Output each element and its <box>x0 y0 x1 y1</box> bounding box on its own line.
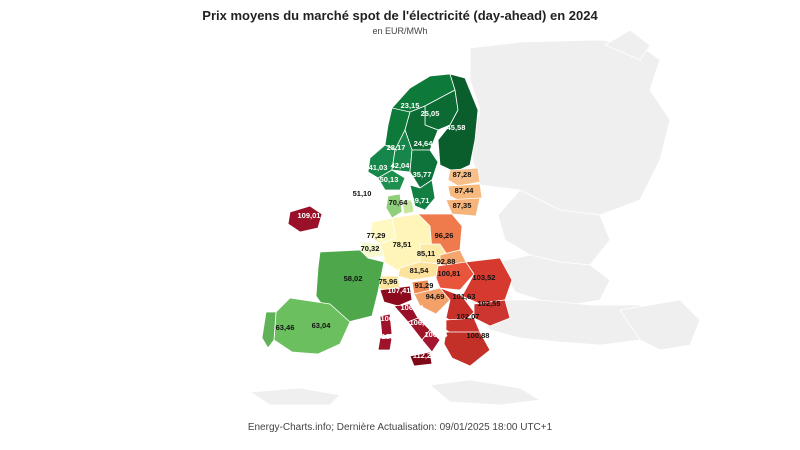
price-label-fr: 58,02 <box>344 274 363 283</box>
region-dk1 <box>385 193 403 219</box>
denmark <box>385 193 415 219</box>
price-label-no1: 42,04 <box>391 161 411 170</box>
price-label-no4: 28,17 <box>387 143 406 152</box>
price-label-pt: 63,46 <box>276 323 295 332</box>
region-lt <box>445 197 481 217</box>
price-label-hu: 100,81 <box>438 269 461 278</box>
price-label-it-s: 106,20 <box>382 332 405 341</box>
price-label-cz: 85,11 <box>417 249 435 258</box>
page-title: Prix moyens du marché spot de l'électric… <box>202 8 598 23</box>
region-fi <box>437 73 479 173</box>
price-label-it-cal: 106,14 <box>425 330 449 339</box>
region-pt <box>261 311 277 349</box>
price-label-it-n: 107,41 <box>388 286 411 295</box>
region-se4 <box>409 179 436 211</box>
price-label-it-sic: 112,21 <box>413 351 436 360</box>
price-label-pl: 96,26 <box>435 231 454 240</box>
price-label-bg: 102,55 <box>478 299 501 308</box>
price-label-se2: 25,05 <box>421 109 440 118</box>
price-label-nl: 77,29 <box>367 231 386 240</box>
price-label-se4: 35,77 <box>413 170 432 179</box>
central-europe <box>359 213 513 367</box>
region-gr <box>443 331 491 367</box>
scandinavia <box>367 73 479 211</box>
source-footer: Energy-Charts.info; Dernière Actualisati… <box>247 422 553 433</box>
region-it-sard2 <box>377 337 393 351</box>
page-subtitle: en EUR/MWh <box>372 26 428 36</box>
region-ee <box>447 167 481 187</box>
baltics <box>445 167 483 217</box>
region-it-n <box>379 285 413 307</box>
price-label-lt: 87,35 <box>453 201 472 210</box>
price-label-ee: 87,28 <box>453 170 472 179</box>
price-label-it-sard: 106,20 <box>381 314 404 323</box>
price-label-se3: 24,64 <box>414 139 434 148</box>
region-se3 <box>409 149 439 189</box>
price-label-at: 81,54 <box>410 266 430 275</box>
price-label-rs: 101,63 <box>453 292 476 301</box>
price-label-ro: 103,52 <box>473 273 496 282</box>
price-label-dk1: 51,10 <box>353 189 372 198</box>
region-it-s <box>421 329 441 353</box>
western-europe <box>261 249 385 355</box>
region-it-sic <box>409 351 433 367</box>
region-be <box>359 241 385 259</box>
price-label-it-cn: 106,44 <box>401 303 425 312</box>
region-dk2 <box>401 199 415 215</box>
price-label-it-c: 106,82 <box>410 318 433 327</box>
price-label-sk: 92,88 <box>437 257 456 266</box>
price-label-se1: 23,15 <box>401 101 420 110</box>
price-label-dk2: 70,64 <box>389 198 409 207</box>
price-label-gr: 100,88 <box>467 331 490 340</box>
price-label-si: 91,29 <box>415 281 434 290</box>
italy <box>377 285 441 367</box>
region-it-sard <box>379 313 393 337</box>
region-no2 <box>377 169 406 191</box>
price-label-ie: 109,01 <box>298 211 321 220</box>
region-hr <box>413 287 451 315</box>
region-ie <box>287 205 323 233</box>
price-label-mk: 102,07 <box>457 312 480 321</box>
price-label-ch: 75,96 <box>379 277 398 286</box>
price-label-de: 78,51 <box>393 240 412 249</box>
region-bg <box>473 299 511 327</box>
price-label-hr: 94,69 <box>426 292 445 301</box>
price-label-fi: 45,58 <box>447 123 466 132</box>
price-label-lv: 87,44 <box>455 186 475 195</box>
price-label-be: 70,32 <box>361 244 380 253</box>
price-label-no2: 50,13 <box>380 175 399 184</box>
price-label-se4-dk: 49,71 <box>411 196 430 205</box>
price-label-no5: 41,03 <box>369 163 388 172</box>
no-data-land <box>248 29 701 406</box>
region-fr <box>315 249 385 323</box>
price-label-es: 63,04 <box>312 321 332 330</box>
